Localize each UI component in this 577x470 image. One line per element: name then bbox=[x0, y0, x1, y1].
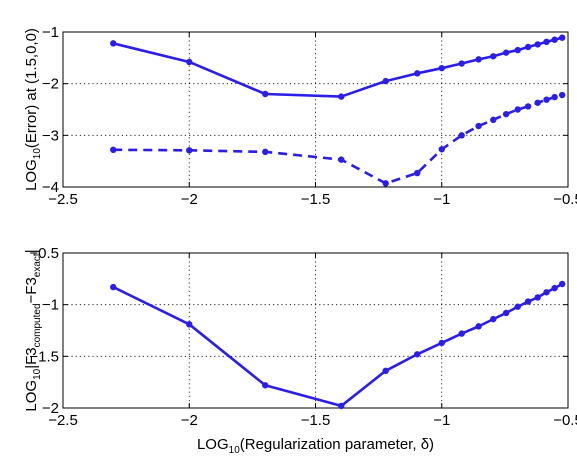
top-plot-data-point bbox=[438, 146, 445, 153]
top-plot-y-tick-label: −4 bbox=[42, 179, 59, 196]
bottom-plot-data-point bbox=[502, 309, 510, 317]
top-plot-y-tick-label: −1 bbox=[42, 24, 59, 41]
top-plot-data-point bbox=[534, 41, 541, 48]
top-plot-ticks: −2.5 −2 −1.5 −1 −0.5 −4 −3 −2 −1 bbox=[42, 24, 577, 208]
top-plot-y-tick-label: −3 bbox=[42, 127, 59, 144]
bottom-plot-x-tick-label: −2 bbox=[181, 412, 198, 429]
bottom-plot-y-tick-label: −0.5 bbox=[29, 245, 59, 262]
bottom-plot-data-point bbox=[551, 284, 558, 292]
top-plot-x-tick-label: −0.5 bbox=[553, 191, 577, 208]
bottom-plot-data-point bbox=[558, 280, 566, 288]
bottom-plot-x-tick-label: −1 bbox=[433, 412, 450, 429]
top-plot-data-point bbox=[382, 77, 389, 85]
bottom-plot-data-point bbox=[110, 283, 117, 291]
top-plot-data-point bbox=[502, 110, 510, 118]
top-plot-data-point bbox=[543, 96, 550, 103]
bottom-plot-data-point bbox=[524, 298, 532, 305]
top-plot-x-tick-label: −1 bbox=[433, 191, 450, 208]
bottom-plot-x-tick-label: −1.5 bbox=[301, 412, 331, 429]
top-plot-data-point bbox=[338, 156, 345, 163]
top-plot: −2.5 −2 −1.5 −1 −0.5 −4 −3 −2 −1 LOG10(Error) at… bbox=[23, 24, 577, 208]
bottom-plot-data-point bbox=[262, 382, 269, 389]
bottom-plot-data-point bbox=[490, 315, 497, 323]
top-plot-data-point bbox=[475, 56, 482, 63]
bottom-plot-data-point bbox=[438, 339, 445, 347]
bottom-plot-x-tick-label: −2.5 bbox=[48, 412, 78, 429]
bottom-plot-data-point bbox=[534, 294, 541, 301]
top-plot-data-point bbox=[338, 93, 345, 100]
top-plot-data-point bbox=[558, 91, 566, 99]
top-plot-x-tick-label: −2 bbox=[181, 191, 198, 208]
top-plot-data-point bbox=[490, 53, 497, 60]
top-plot-data-point bbox=[186, 58, 193, 66]
bottom-plot-x-axis-label: LOG10(Regularization parameter, δ) bbox=[197, 436, 434, 456]
top-plot-y-axis-label: LOG10(Error) at (1.5,0,0) bbox=[23, 28, 43, 191]
top-plot-data-point bbox=[543, 38, 550, 46]
bottom-plot-x-tick-label: −0.5 bbox=[553, 412, 577, 429]
top-plot-data-point bbox=[262, 148, 269, 156]
bottom-plot-data-point bbox=[338, 402, 345, 410]
bottom-plot-y-tick-label: −1 bbox=[42, 297, 59, 314]
top-plot-data-point bbox=[514, 106, 521, 113]
top-plot-data-point bbox=[414, 70, 421, 77]
top-plot-data-point bbox=[262, 90, 269, 98]
top-plot-data-point bbox=[502, 49, 510, 56]
top-plot-data-point bbox=[458, 60, 465, 67]
top-plot-data-point bbox=[514, 46, 521, 54]
top-plot-y-tick-label: −2 bbox=[42, 76, 59, 93]
bottom-plot-data-point bbox=[543, 289, 550, 296]
top-plot-x-tick-label: −1.5 bbox=[301, 191, 331, 208]
top-plot-data-point bbox=[524, 103, 532, 110]
bottom-plot-data-point bbox=[382, 367, 389, 374]
bottom-plot-data-point bbox=[186, 321, 193, 328]
top-plot-data-point bbox=[110, 146, 117, 153]
top-plot-data-point bbox=[382, 180, 389, 187]
bottom-plot-ticks: −2.5−2−1.5−1−0.5−2−1.5−1−0.5 bbox=[29, 245, 577, 429]
bottom-plot-y-tick-label: −1.5 bbox=[29, 348, 59, 365]
top-plot-grid bbox=[63, 32, 568, 187]
top-plot-data-point bbox=[524, 43, 532, 51]
top-plot-data-point bbox=[490, 116, 497, 124]
bottom-plot-data-point bbox=[475, 323, 482, 330]
top-plot-data-point bbox=[551, 93, 558, 101]
top-plot-data-point bbox=[458, 132, 465, 139]
top-plot-data-point bbox=[438, 64, 445, 72]
top-plot-x-tick-label: −2.5 bbox=[48, 191, 78, 208]
bottom-plot: −2.5−2−1.5−1−0.5−2−1.5−1−0.5 LOG10|F3com… bbox=[23, 245, 577, 456]
top-plot-data-point bbox=[534, 99, 541, 106]
bottom-plot-data-point bbox=[414, 351, 421, 358]
top-plot-data-point bbox=[558, 34, 566, 41]
top-plot-data-point bbox=[186, 147, 193, 154]
top-plot-series bbox=[110, 34, 566, 187]
top-plot-data-point bbox=[475, 122, 482, 130]
bottom-plot-series bbox=[110, 280, 566, 410]
top-plot-data-point bbox=[110, 40, 117, 47]
top-plot-data-point bbox=[414, 169, 421, 177]
top-plot-data-point bbox=[551, 36, 558, 43]
bottom-plot-y-tick-label: −2 bbox=[42, 400, 59, 417]
bottom-plot-y-axis-label: LOG10|F3computed−F3exact| bbox=[23, 249, 43, 411]
bottom-plot-data-point bbox=[458, 330, 465, 337]
bottom-plot-data-point bbox=[514, 303, 521, 310]
